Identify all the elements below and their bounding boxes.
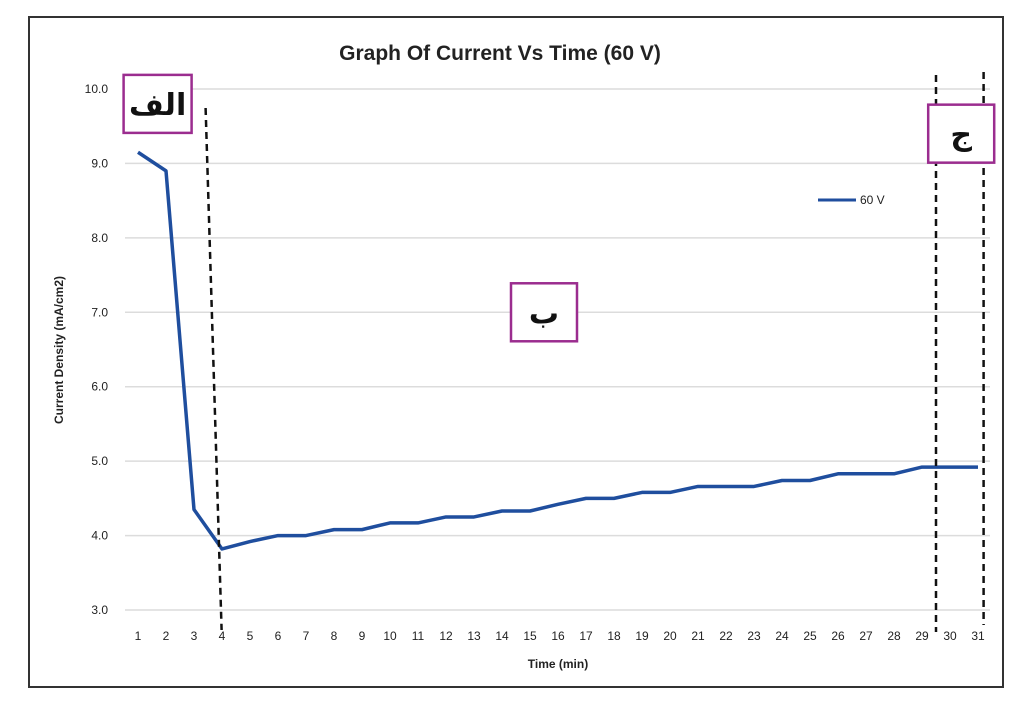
x-tick-label: 25 bbox=[803, 629, 817, 643]
x-axis-ticks: 1 2 3 4 5 6 7 8 9 10 11 12 13 14 15 16 17 18 19 20 21 22 23 24 2… bbox=[135, 629, 985, 643]
chart-title: Graph Of Current Vs Time (60 V) bbox=[339, 42, 661, 65]
region-label: ج bbox=[950, 118, 972, 153]
x-tick-label: 8 bbox=[331, 629, 338, 643]
x-tick-label: 28 bbox=[887, 629, 901, 643]
x-axis-label: Time (min) bbox=[528, 657, 588, 671]
y-tick-label: 10.0 bbox=[85, 82, 109, 96]
series-group bbox=[137, 150, 978, 551]
x-tick-label: 1 bbox=[135, 629, 142, 643]
x-tick-label: 7 bbox=[303, 629, 310, 643]
region-labels: الف ب ج bbox=[122, 73, 996, 343]
x-tick-label: 2 bbox=[163, 629, 170, 643]
y-axis-ticks: 3.0 4.0 5.0 6.0 7.0 8.0 9.0 10.0 bbox=[85, 82, 109, 617]
x-tick-label: 10 bbox=[383, 629, 397, 643]
x-tick-label: 26 bbox=[831, 629, 845, 643]
x-tick-label: 11 bbox=[412, 629, 425, 643]
x-tick-label: 18 bbox=[607, 629, 621, 643]
x-tick-label: 22 bbox=[719, 629, 733, 643]
x-tick-label: 21 bbox=[691, 629, 705, 643]
x-tick-label: 29 bbox=[915, 629, 929, 643]
x-tick-label: 13 bbox=[467, 629, 481, 643]
x-tick-label: 15 bbox=[523, 629, 537, 643]
x-tick-label: 3 bbox=[191, 629, 198, 643]
x-tick-label: 16 bbox=[551, 629, 565, 643]
y-axis-label: Current Density (mA/cm2) bbox=[52, 276, 66, 424]
y-tick-label: 7.0 bbox=[91, 305, 108, 319]
x-tick-label: 24 bbox=[775, 629, 789, 643]
x-tick-label: 30 bbox=[943, 629, 957, 643]
x-tick-label: 27 bbox=[859, 629, 873, 643]
y-tick-label: 3.0 bbox=[91, 603, 108, 617]
region-divider bbox=[204, 107, 223, 631]
y-tick-label: 9.0 bbox=[91, 156, 108, 170]
x-tick-label: 23 bbox=[747, 629, 761, 643]
x-tick-label: 6 bbox=[275, 629, 282, 643]
region-label-box bbox=[122, 73, 193, 135]
y-tick-label: 6.0 bbox=[91, 380, 108, 394]
x-tick-label: 19 bbox=[635, 629, 649, 643]
x-tick-label: 20 bbox=[663, 629, 677, 643]
x-tick-label: 9 bbox=[359, 629, 366, 643]
region-label: ب bbox=[529, 296, 559, 331]
x-tick-label: 31 bbox=[971, 629, 985, 643]
x-tick-label: 14 bbox=[495, 629, 509, 643]
series-line bbox=[137, 150, 978, 551]
y-tick-label: 4.0 bbox=[91, 529, 108, 543]
grid-lines bbox=[125, 88, 990, 611]
legend: 60 V bbox=[818, 193, 885, 207]
y-tick-label: 5.0 bbox=[91, 454, 108, 468]
region-label: الف bbox=[129, 88, 186, 123]
region-dividers bbox=[204, 72, 985, 632]
x-tick-label: 4 bbox=[219, 629, 226, 643]
x-tick-label: 17 bbox=[579, 629, 593, 643]
x-tick-label: 5 bbox=[247, 629, 254, 643]
legend-label: 60 V bbox=[860, 193, 885, 207]
y-tick-label: 8.0 bbox=[91, 231, 108, 245]
region-label-box bbox=[509, 282, 579, 343]
region-label-box bbox=[926, 103, 996, 164]
x-tick-label: 12 bbox=[439, 629, 453, 643]
